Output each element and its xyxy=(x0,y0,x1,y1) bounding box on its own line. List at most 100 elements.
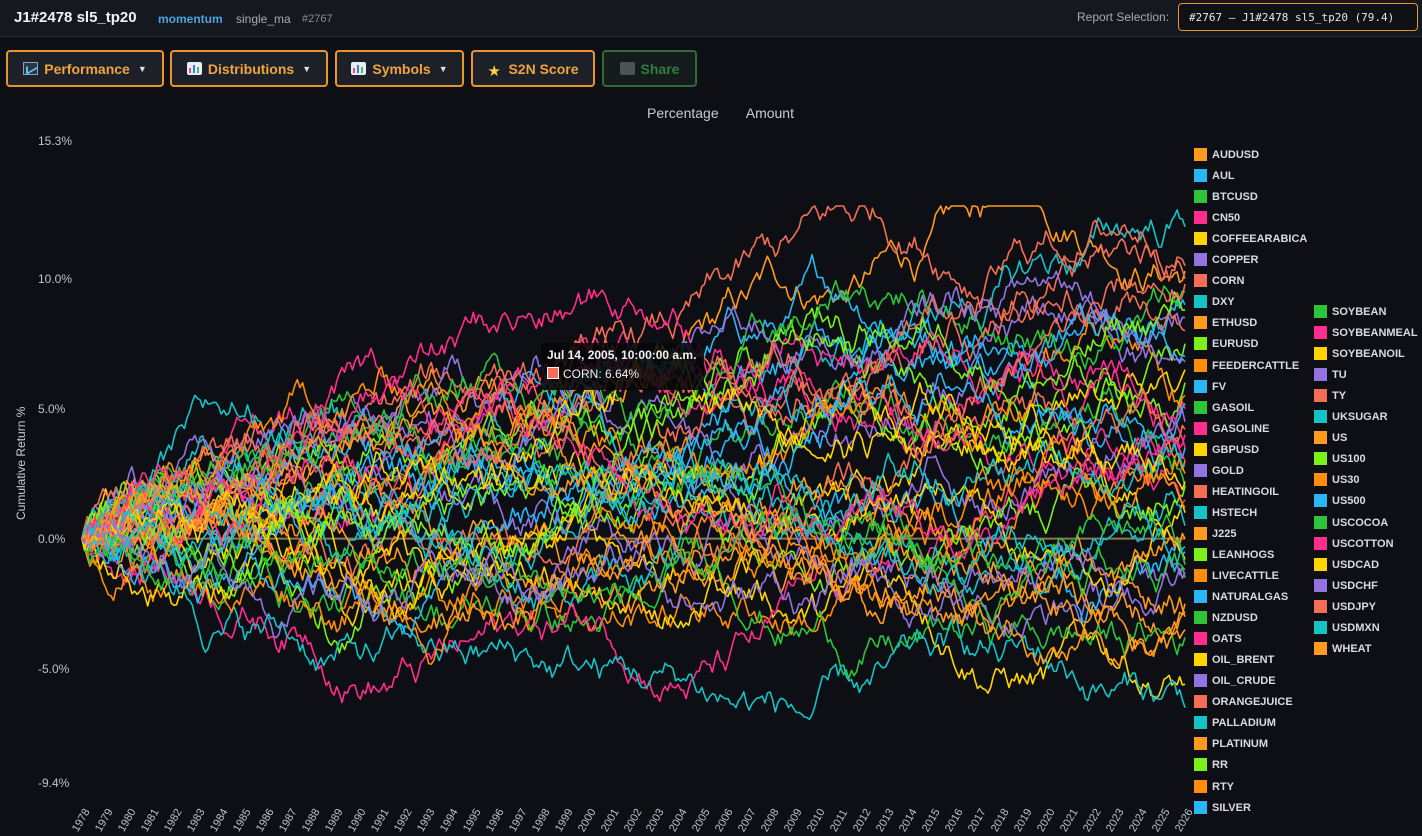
legend-swatch xyxy=(1194,253,1207,267)
legend-swatch xyxy=(1194,505,1207,519)
series-line[interactable] xyxy=(81,503,1186,633)
legend-swatch xyxy=(1314,557,1327,571)
legend-swatch xyxy=(1194,674,1207,688)
legend-swatch xyxy=(1194,337,1207,351)
legend-swatch xyxy=(1194,274,1207,288)
legend-swatch xyxy=(1194,737,1207,751)
legend-swatch xyxy=(1194,358,1207,372)
series-line[interactable] xyxy=(81,291,1186,583)
tab-amount[interactable]: Amount xyxy=(745,105,794,121)
legend-label: SOYBEANOIL xyxy=(1332,348,1405,361)
legend-swatch xyxy=(1314,410,1327,424)
series-line[interactable] xyxy=(81,291,1186,542)
legend-label: US xyxy=(1332,432,1348,445)
tooltip-entry: CORN: 6.64% xyxy=(547,367,698,381)
line-chart-icon xyxy=(23,62,39,75)
series-line[interactable] xyxy=(81,402,1186,666)
legend-swatch xyxy=(1194,569,1207,582)
y-tick-label: -5.0% xyxy=(38,661,70,676)
legend-swatch xyxy=(1314,389,1327,403)
chevron-down-icon: ▼ xyxy=(137,63,147,74)
series-line[interactable] xyxy=(81,456,1186,665)
legend-swatch xyxy=(1194,169,1207,183)
bar-chart-icon xyxy=(186,62,202,75)
legend-swatch xyxy=(1194,758,1207,772)
legend-swatch xyxy=(1314,641,1327,655)
report-selection-dropdown[interactable]: #2767 — J1#2478 sl5_tp20 (79.4) xyxy=(1178,3,1418,31)
top-bar: J1#2478 sl5_tp20 momentum single_ma #276… xyxy=(0,0,1422,37)
strategy-tag[interactable]: momentum xyxy=(158,12,223,26)
legend-swatch xyxy=(1314,347,1327,361)
series-line[interactable] xyxy=(81,288,1186,551)
legend-label: OIL_BRENT xyxy=(1212,654,1275,667)
legend-swatch xyxy=(1194,316,1207,330)
chevron-down-icon: ▼ xyxy=(438,63,448,74)
y-tick-label: 5.0% xyxy=(38,401,66,416)
series-line[interactable] xyxy=(81,464,1186,618)
legend-swatch xyxy=(1194,295,1207,309)
series-line[interactable] xyxy=(81,442,1186,636)
series-line[interactable] xyxy=(81,490,1186,610)
legend-label: SILVER xyxy=(1212,801,1251,814)
legend-label: ETHUSD xyxy=(1212,317,1258,330)
legend-swatch xyxy=(1194,611,1207,625)
series-line[interactable] xyxy=(81,460,1186,596)
legend-label: COPPER xyxy=(1212,254,1259,267)
tooltip-date: Jul 14, 2005, 10:00:00 a.m. xyxy=(547,348,697,362)
series-line[interactable] xyxy=(81,372,1186,639)
series-line[interactable] xyxy=(81,519,1186,639)
series-line[interactable] xyxy=(81,525,1186,721)
distributions-button[interactable]: Distributions ▼ xyxy=(170,50,328,87)
legend-swatch xyxy=(1314,494,1327,508)
chart-tooltip: Jul 14, 2005, 10:00:00 a.m. CORN: 6.64% xyxy=(541,343,704,390)
share-label: Share xyxy=(640,60,680,77)
legend-swatch xyxy=(1314,305,1327,318)
view-tabs: Percentage Amount xyxy=(647,105,818,121)
report-selection-label: Report Selection: xyxy=(1077,10,1170,24)
series-line[interactable] xyxy=(81,494,1186,609)
legend-label: AUL xyxy=(1212,170,1235,183)
legend-label: US30 xyxy=(1332,474,1360,487)
series-line[interactable] xyxy=(81,365,1186,579)
legend-label: CORN xyxy=(1212,275,1245,288)
legend-label: US100 xyxy=(1332,453,1366,466)
legend-label: ORANGEJUICE xyxy=(1212,696,1293,709)
legend-label: PALLADIUM xyxy=(1212,717,1276,730)
legend-label: USDCHF xyxy=(1332,579,1378,592)
bar-chart-icon xyxy=(351,62,367,75)
legend-swatch xyxy=(1194,232,1207,246)
legend-swatch xyxy=(1194,421,1207,435)
symbols-button[interactable]: Symbols ▼ xyxy=(335,50,464,87)
series-line[interactable] xyxy=(81,302,1186,552)
report-title: J1#2478 sl5_tp20 xyxy=(14,9,137,26)
series-line[interactable] xyxy=(81,394,1186,539)
variant-tag: single_ma xyxy=(236,12,291,26)
legend-label: GBPUSD xyxy=(1212,443,1260,456)
legend-label: HEATINGOIL xyxy=(1212,485,1280,498)
legend-label: OATS xyxy=(1212,633,1242,646)
legend-swatch xyxy=(1194,190,1207,204)
y-tick-label: 15.3% xyxy=(38,134,73,148)
s2n-score-button[interactable]: ★ S2N Score xyxy=(471,50,595,87)
legend-label: GASOLINE xyxy=(1212,422,1270,435)
legend-swatch xyxy=(1194,547,1207,561)
series-line[interactable] xyxy=(81,369,1186,600)
legend-swatch xyxy=(1194,148,1207,161)
legend-label: GOLD xyxy=(1212,464,1244,477)
legend-swatch xyxy=(1194,379,1207,393)
legend-swatch xyxy=(1194,484,1207,498)
legend-label: USDJPY xyxy=(1332,600,1377,613)
legend-swatch xyxy=(1314,536,1327,550)
share-button[interactable]: Share xyxy=(602,50,697,87)
legend-swatch xyxy=(1314,473,1327,487)
legend-swatch xyxy=(1314,620,1327,634)
report-id: #2767 xyxy=(302,13,333,25)
tab-percentage[interactable]: Percentage xyxy=(647,105,719,121)
legend-label: SOYBEAN xyxy=(1332,306,1387,318)
legend-swatch xyxy=(1314,599,1327,613)
legend-swatch xyxy=(1194,632,1207,646)
legend-swatch xyxy=(1194,400,1207,414)
y-tick-label: 10.0% xyxy=(38,271,73,286)
performance-button[interactable]: Performance ▼ xyxy=(6,50,164,87)
